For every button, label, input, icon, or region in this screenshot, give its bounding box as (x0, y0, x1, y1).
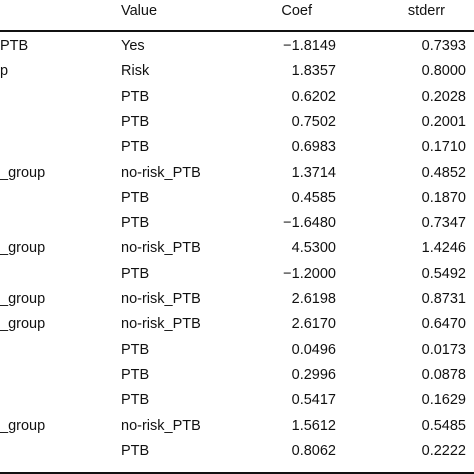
row-stderr: 0.1710 (421, 139, 466, 155)
row-stderr: 0.0878 (421, 367, 466, 383)
row-stderr: 0.2001 (421, 114, 466, 130)
header-value: Value (121, 3, 158, 19)
row-stderr: 0.1629 (421, 392, 466, 408)
row-variable: _group (0, 316, 46, 332)
row-value: PTB (121, 215, 150, 231)
row-variable: _group (0, 165, 46, 181)
row-coef: −1.2000 (283, 266, 336, 282)
row-variable: p (0, 63, 9, 79)
row-value: PTB (121, 342, 150, 358)
header-stderr: stderr (407, 3, 445, 19)
row-coef: 0.2996 (291, 367, 336, 383)
row-value: PTB (121, 443, 150, 459)
header-coef: Coef (281, 3, 312, 19)
row-stderr: 0.5492 (421, 266, 466, 282)
row-coef: 0.0496 (291, 342, 336, 358)
row-coef: 0.5417 (291, 392, 336, 408)
row-stderr: 0.5485 (421, 418, 466, 434)
header-rule (0, 30, 474, 32)
row-stderr: 0.2222 (421, 443, 466, 459)
row-stderr: 0.4852 (421, 165, 466, 181)
row-variable: _group (0, 291, 46, 307)
row-value: no-risk_PTB (121, 240, 201, 256)
row-value: PTB (121, 114, 150, 130)
row-value: PTB (121, 139, 150, 155)
row-value: no-risk_PTB (121, 291, 201, 307)
row-coef: 2.6198 (291, 291, 336, 307)
row-coef: 1.3714 (291, 165, 336, 181)
row-value: no-risk_PTB (121, 165, 201, 181)
row-value: PTB (121, 392, 150, 408)
row-value: PTB (121, 190, 150, 206)
row-coef: 0.6983 (291, 139, 336, 155)
row-coef: 0.6202 (291, 89, 336, 105)
row-variable: PTB (0, 38, 29, 54)
row-stderr: 0.0173 (421, 342, 466, 358)
row-value: Yes (121, 38, 145, 54)
row-value: PTB (121, 89, 150, 105)
row-coef: −1.6480 (283, 215, 336, 231)
row-variable: _group (0, 240, 46, 256)
row-value: Risk (121, 63, 150, 79)
row-stderr: 0.6470 (421, 316, 466, 332)
row-coef: 4.5300 (291, 240, 336, 256)
row-value: PTB (121, 266, 150, 282)
row-stderr: 0.1870 (421, 190, 466, 206)
row-value: no-risk_PTB (121, 418, 201, 434)
row-stderr: 0.8000 (421, 63, 466, 79)
row-coef: 0.7502 (291, 114, 336, 130)
row-value: no-risk_PTB (121, 316, 201, 332)
row-coef: 0.4585 (291, 190, 336, 206)
bottom-rule (0, 472, 474, 474)
row-stderr: 0.7347 (421, 215, 466, 231)
row-stderr: 0.2028 (421, 89, 466, 105)
row-stderr: 0.7393 (421, 38, 466, 54)
row-variable: _group (0, 418, 46, 434)
row-stderr: 0.8731 (421, 291, 466, 307)
row-coef: 1.8357 (291, 63, 336, 79)
row-coef: −1.8149 (283, 38, 336, 54)
row-coef: 0.8062 (291, 443, 336, 459)
row-stderr: 1.4246 (421, 240, 466, 256)
row-value: PTB (121, 367, 150, 383)
row-coef: 2.6170 (291, 316, 336, 332)
row-coef: 1.5612 (291, 418, 336, 434)
